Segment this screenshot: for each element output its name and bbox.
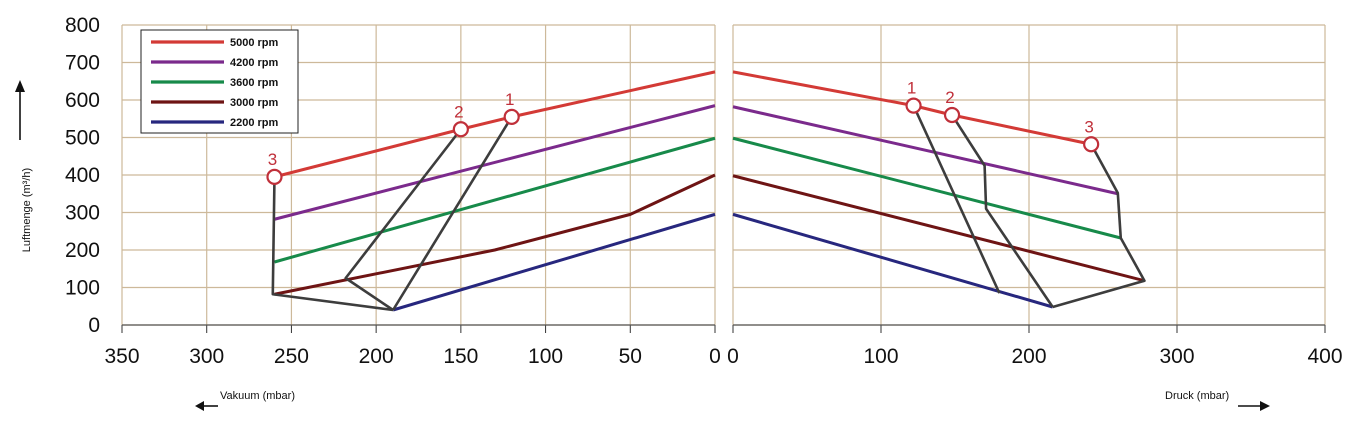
series-line-5000-rpm-pressure	[732, 70, 1092, 146]
marked-point-label: 1	[907, 79, 916, 98]
marked-point-label: 2	[945, 88, 954, 107]
series-line-3000-rpm-pressure	[732, 174, 1145, 283]
y-tick-label: 400	[65, 164, 100, 187]
marked-point-label: 1	[505, 90, 514, 109]
marked-point-label: 3	[268, 150, 277, 169]
x-tick-label: 150	[443, 345, 478, 368]
y-tick-label: 300	[65, 202, 100, 225]
limit-curve-2-pressure	[950, 114, 1054, 308]
legend-label: 2200 rpm	[230, 117, 279, 129]
marked-points: 1 2 3 1 2 3	[266, 79, 1100, 185]
x-tick-label: 100	[863, 345, 898, 368]
y-tick-label: 600	[65, 89, 100, 112]
limit-curve-1-pressure	[912, 105, 1001, 294]
x-tick-label: 200	[1011, 345, 1046, 368]
marked-point-2-vacuum	[452, 121, 469, 138]
y-tick-label: 700	[65, 52, 100, 75]
x-tick-label: 0	[709, 345, 721, 368]
x-tick-label: 300	[189, 345, 224, 368]
y-axis-label: Luftmenge (m³/h)	[21, 168, 33, 252]
x-tick-label: 300	[1159, 345, 1194, 368]
limit-curve-2-vacuum	[344, 128, 462, 312]
legend: 5000 rpm 4200 rpm 3600 rpm 3000 rpm 2200 rpm	[140, 29, 299, 134]
legend-label: 4200 rpm	[230, 57, 279, 69]
x-tick-label: 50	[619, 345, 642, 368]
x-tick-label: 400	[1307, 345, 1342, 368]
x-tick-label: 350	[104, 345, 139, 368]
marked-point-2-pressure	[943, 106, 961, 124]
marked-point-label: 3	[1084, 117, 1093, 136]
series-line-3000-rpm-vacuum	[274, 173, 716, 296]
series-lines	[274, 70, 1145, 312]
legend-label: 3000 rpm	[230, 97, 279, 109]
limit-curve-1-vacuum	[391, 116, 513, 311]
y-tick-label: 500	[65, 127, 100, 150]
grid	[121, 24, 1326, 333]
series-line-4200-rpm-pressure	[732, 105, 1119, 196]
x-axis-label-pressure: Druck (mbar)	[1165, 390, 1229, 402]
y-tick-label: 0	[88, 314, 100, 337]
x-tick-label: 200	[359, 345, 394, 368]
series-line-2200-rpm-vacuum	[392, 212, 716, 312]
y-axis-arrow-icon	[15, 80, 25, 140]
marked-point-label: 2	[454, 102, 463, 121]
series-line-4200-rpm-vacuum	[274, 104, 716, 221]
y-tick-label: 100	[65, 277, 100, 300]
pressure-arrow-icon	[1238, 401, 1270, 411]
series-line-2200-rpm-pressure	[732, 212, 1054, 309]
series-line-3600-rpm-pressure	[732, 136, 1122, 240]
x-tick-label: 250	[274, 345, 309, 368]
limit-curve-3-vacuum	[271, 176, 394, 312]
legend-label: 3600 rpm	[230, 77, 279, 89]
x-tick-label: 0	[727, 345, 739, 368]
legend-label: 5000 rpm	[230, 37, 279, 49]
vacuum-arrow-icon	[195, 401, 218, 411]
marked-point-3-vacuum	[266, 168, 283, 185]
marked-point-1-vacuum	[503, 108, 520, 125]
y-tick-label: 200	[65, 239, 100, 262]
limit-curves	[271, 105, 1146, 312]
series-line-3600-rpm-vacuum	[274, 136, 716, 264]
series-line-5000-rpm-vacuum	[274, 70, 716, 179]
x-axis-label-vacuum: Vakuum (mbar)	[220, 390, 295, 402]
limit-curve-3-pressure	[1052, 143, 1146, 309]
marked-point-1-pressure	[905, 97, 922, 114]
y-tick-label: 800	[65, 14, 100, 37]
x-tick-label: 100	[528, 345, 563, 368]
marked-point-3-pressure	[1083, 136, 1100, 153]
